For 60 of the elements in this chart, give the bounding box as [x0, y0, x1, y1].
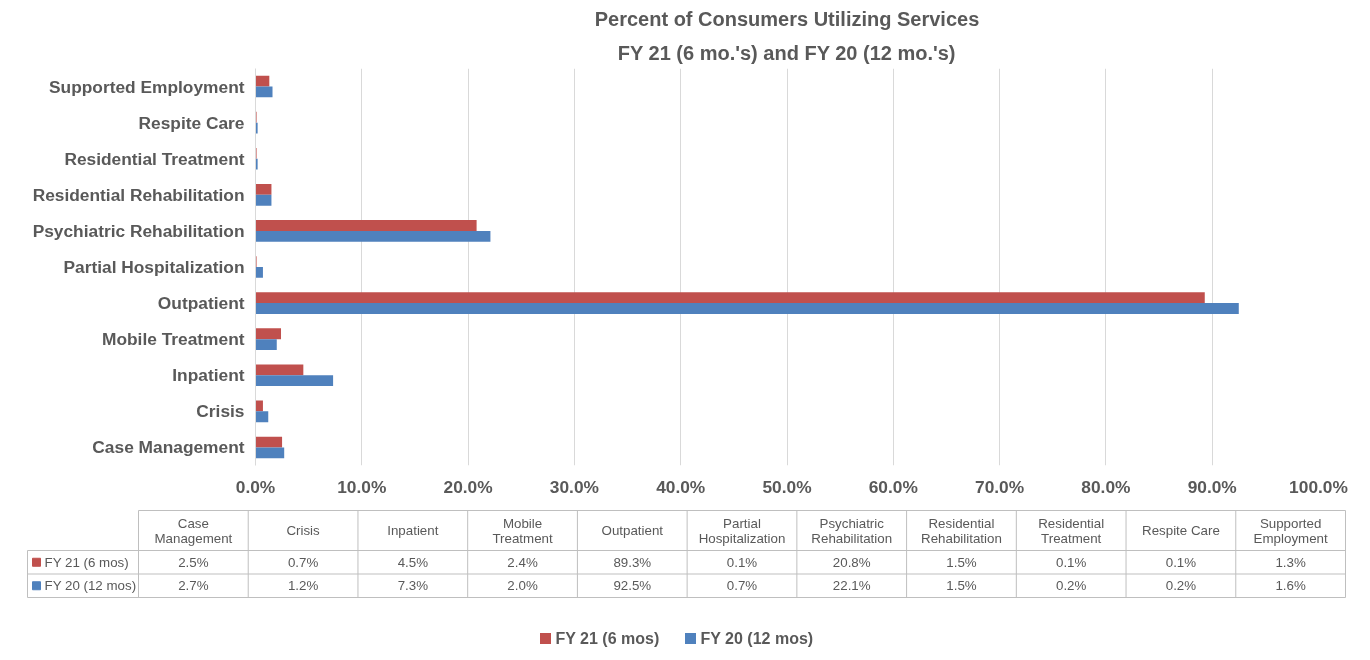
data-label: 0.1% — [1055, 554, 1087, 570]
legend-label: FY 20 (12 mos) — [44, 578, 137, 594]
legend-label: FY 20 (12 mos) — [700, 630, 814, 647]
data-label: 1.5% — [946, 578, 977, 594]
data-label: 89.3% — [613, 554, 652, 570]
y-tick-label: Partial Hospitalization — [63, 257, 245, 277]
y-tick-label: Residential Treatment — [64, 148, 245, 169]
category-label: Partial Hospitalization — [698, 515, 786, 546]
category-label: Inpatient — [387, 523, 439, 538]
data-label: 0.7% — [287, 554, 319, 570]
legend-label: FY 21 (6 mos) — [555, 630, 660, 647]
data-label: 1.6% — [1275, 578, 1306, 594]
chart-subtitle: FY 21 (6 mo.'s) and FY 20 (12 mo.'s) — [617, 41, 956, 64]
data-label: 0.1% — [726, 554, 758, 570]
y-tick-label: Inpatient — [172, 365, 245, 386]
category-label: Residential Rehabilitation — [921, 515, 1002, 546]
category-label: Supported Employment — [1253, 515, 1328, 546]
y-tick-label: Supported Employment — [49, 76, 245, 97]
x-tick-label: 20.0% — [443, 476, 493, 497]
data-label: 2.5% — [178, 554, 209, 570]
data-label: 22.1% — [832, 578, 871, 594]
x-tick-label: 30.0% — [549, 476, 599, 497]
y-tick-label: Mobile Treatment — [102, 329, 245, 350]
x-tick-label: 90.0% — [1187, 476, 1237, 497]
data-label: 2.0% — [507, 578, 538, 594]
data-label: 20.8% — [832, 554, 871, 570]
y-tick-label: Respite Care — [138, 112, 245, 133]
x-tick-label: 60.0% — [868, 476, 918, 497]
x-tick-label: 70.0% — [975, 476, 1025, 497]
x-tick-label: 40.0% — [656, 476, 706, 497]
data-label: 7.3% — [397, 578, 429, 594]
x-tick-label: 10.0% — [337, 476, 387, 497]
category-label: Outpatient — [601, 523, 664, 538]
data-label: 4.5% — [397, 554, 429, 570]
x-tick-label: 100.0% — [1289, 476, 1348, 497]
category-label: Respite Care — [1142, 523, 1220, 538]
data-label: 1.2% — [287, 578, 319, 594]
data-label: 2.4% — [507, 554, 538, 570]
data-label: 0.1% — [1165, 554, 1197, 570]
category-label: Mobile Treatment — [492, 515, 553, 546]
x-tick-label: 50.0% — [762, 476, 812, 497]
x-tick-label: 0.0% — [235, 476, 276, 497]
data-label: 0.2% — [1165, 578, 1197, 594]
data-label: 0.2% — [1055, 578, 1087, 594]
data-label: 1.5% — [946, 554, 977, 570]
category-label: Crisis — [286, 523, 321, 538]
y-tick-label: Residential Rehabilitation — [32, 184, 245, 205]
x-tick-label: 80.0% — [1081, 476, 1131, 497]
category-label: Residential Treatment — [1038, 515, 1105, 546]
y-tick-label: Case Management — [92, 437, 245, 458]
data-label: 2.7% — [178, 578, 209, 594]
data-label: 92.5% — [613, 578, 652, 594]
category-label: Psychiatric Rehabilitation — [811, 515, 893, 546]
legend-label: FY 21 (6 mos) — [44, 554, 129, 570]
y-tick-label: Psychiatric Rehabilitation — [32, 220, 245, 241]
data-label: 0.7% — [726, 578, 758, 594]
y-tick-label: Crisis — [196, 401, 245, 422]
data-label: 1.3% — [1275, 554, 1306, 570]
chart-title: Percent of Consumers Utilizing Services — [594, 7, 980, 30]
y-tick-label: Outpatient — [157, 293, 245, 314]
